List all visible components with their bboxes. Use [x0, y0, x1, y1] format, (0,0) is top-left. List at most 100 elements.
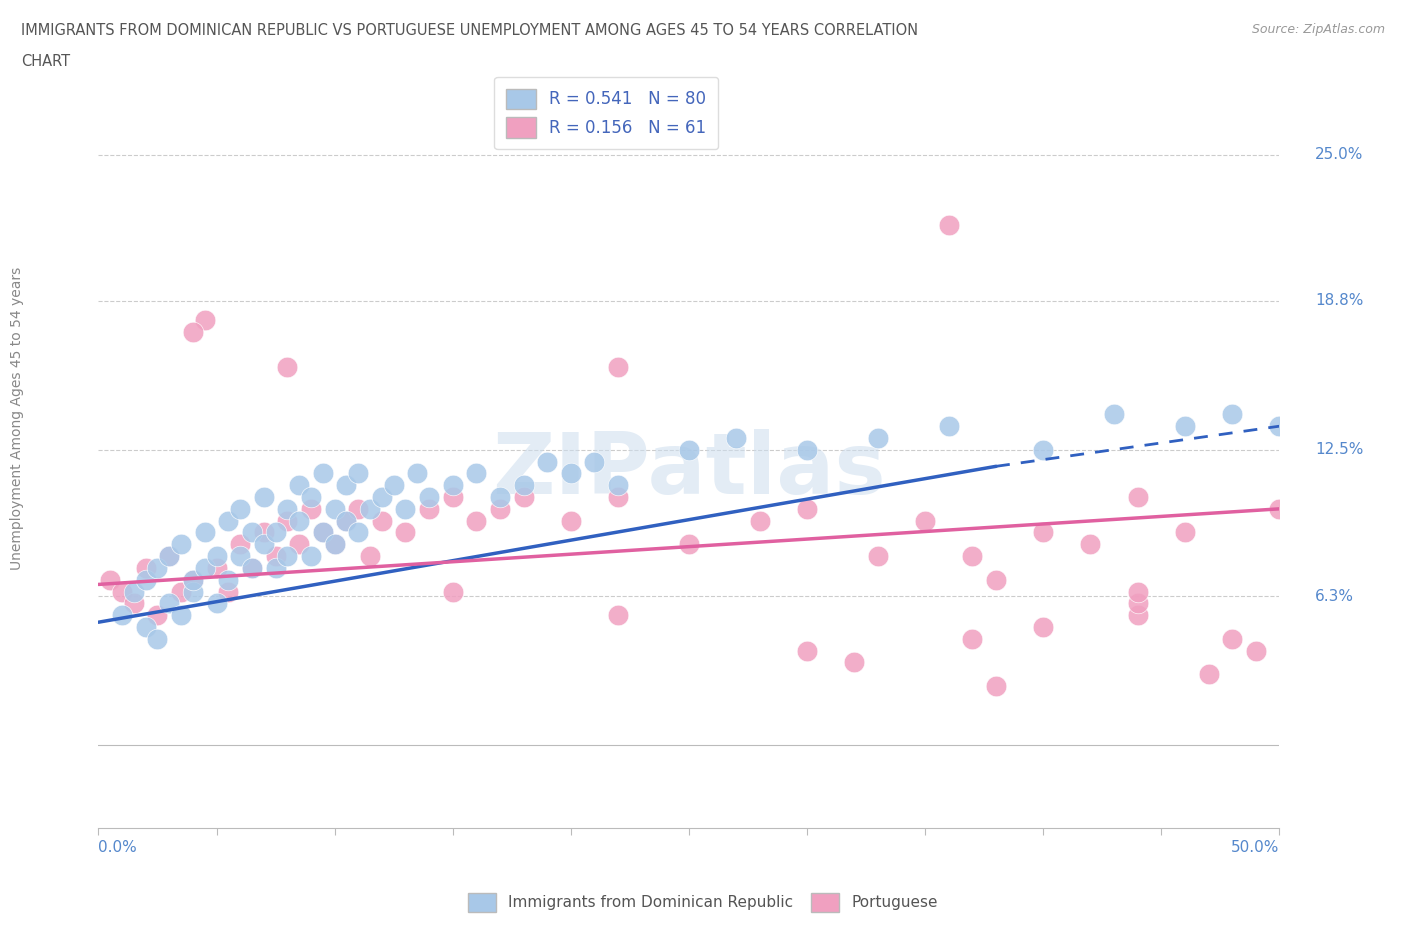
Text: Unemployment Among Ages 45 to 54 years: Unemployment Among Ages 45 to 54 years — [10, 267, 24, 570]
Point — [1102, 407, 1125, 422]
Point — [1126, 584, 1149, 599]
Point — [276, 360, 298, 375]
Point — [1174, 418, 1197, 433]
Point — [1126, 489, 1149, 504]
Point — [938, 418, 960, 433]
Point — [796, 644, 818, 658]
Text: 25.0%: 25.0% — [1315, 147, 1364, 162]
Point — [264, 525, 287, 540]
Point — [288, 513, 311, 528]
Point — [98, 572, 121, 587]
Point — [1032, 525, 1054, 540]
Point — [194, 312, 217, 327]
Point — [276, 501, 298, 516]
Point — [607, 360, 630, 375]
Point — [157, 549, 180, 564]
Point — [796, 501, 818, 516]
Point — [1268, 501, 1291, 516]
Point — [323, 501, 346, 516]
Point — [181, 584, 204, 599]
Point — [347, 501, 370, 516]
Point — [347, 466, 370, 481]
Point — [135, 561, 157, 576]
Point — [229, 549, 252, 564]
Point — [205, 596, 228, 611]
Point — [111, 607, 134, 622]
Point — [406, 466, 429, 481]
Text: 0.0%: 0.0% — [98, 840, 138, 855]
Point — [1032, 443, 1054, 458]
Point — [394, 501, 416, 516]
Point — [607, 607, 630, 622]
Point — [465, 513, 488, 528]
Point — [441, 478, 464, 493]
Point — [371, 513, 394, 528]
Point — [240, 561, 263, 576]
Point — [194, 561, 217, 576]
Point — [276, 549, 298, 564]
Point — [962, 549, 984, 564]
Point — [1032, 619, 1054, 634]
Point — [1174, 525, 1197, 540]
Point — [323, 537, 346, 551]
Point — [359, 501, 381, 516]
Point — [382, 478, 405, 493]
Point — [205, 549, 228, 564]
Point — [229, 537, 252, 551]
Point — [194, 525, 217, 540]
Point — [335, 478, 357, 493]
Point — [335, 513, 357, 528]
Point — [1198, 667, 1220, 682]
Point — [312, 525, 335, 540]
Point — [299, 549, 322, 564]
Point — [170, 537, 193, 551]
Point — [146, 561, 169, 576]
Point — [536, 454, 558, 469]
Point — [181, 325, 204, 339]
Point — [135, 572, 157, 587]
Point — [465, 466, 488, 481]
Point — [312, 466, 335, 481]
Text: 50.0%: 50.0% — [1232, 840, 1279, 855]
Point — [866, 431, 889, 445]
Point — [512, 478, 534, 493]
Point — [253, 489, 276, 504]
Point — [560, 513, 582, 528]
Point — [288, 537, 311, 551]
Point — [146, 631, 169, 646]
Point — [122, 596, 145, 611]
Point — [205, 561, 228, 576]
Point — [170, 607, 193, 622]
Point — [264, 549, 287, 564]
Point — [1126, 607, 1149, 622]
Point — [253, 525, 276, 540]
Legend: Immigrants from Dominican Republic, Portuguese: Immigrants from Dominican Republic, Port… — [463, 887, 943, 918]
Text: IMMIGRANTS FROM DOMINICAN REPUBLIC VS PORTUGUESE UNEMPLOYMENT AMONG AGES 45 TO 5: IMMIGRANTS FROM DOMINICAN REPUBLIC VS PO… — [21, 23, 918, 38]
Point — [135, 619, 157, 634]
Point — [111, 584, 134, 599]
Point — [299, 501, 322, 516]
Point — [844, 655, 866, 670]
Point — [607, 478, 630, 493]
Point — [359, 549, 381, 564]
Point — [157, 549, 180, 564]
Point — [796, 443, 818, 458]
Point — [1268, 418, 1291, 433]
Point — [678, 537, 700, 551]
Point — [938, 218, 960, 232]
Point — [122, 584, 145, 599]
Point — [560, 466, 582, 481]
Point — [335, 513, 357, 528]
Point — [240, 561, 263, 576]
Text: 6.3%: 6.3% — [1315, 589, 1354, 604]
Point — [441, 489, 464, 504]
Point — [276, 513, 298, 528]
Point — [1126, 596, 1149, 611]
Point — [323, 537, 346, 551]
Point — [217, 572, 239, 587]
Text: 18.8%: 18.8% — [1315, 294, 1364, 309]
Point — [157, 596, 180, 611]
Point — [748, 513, 770, 528]
Point — [489, 501, 512, 516]
Point — [288, 478, 311, 493]
